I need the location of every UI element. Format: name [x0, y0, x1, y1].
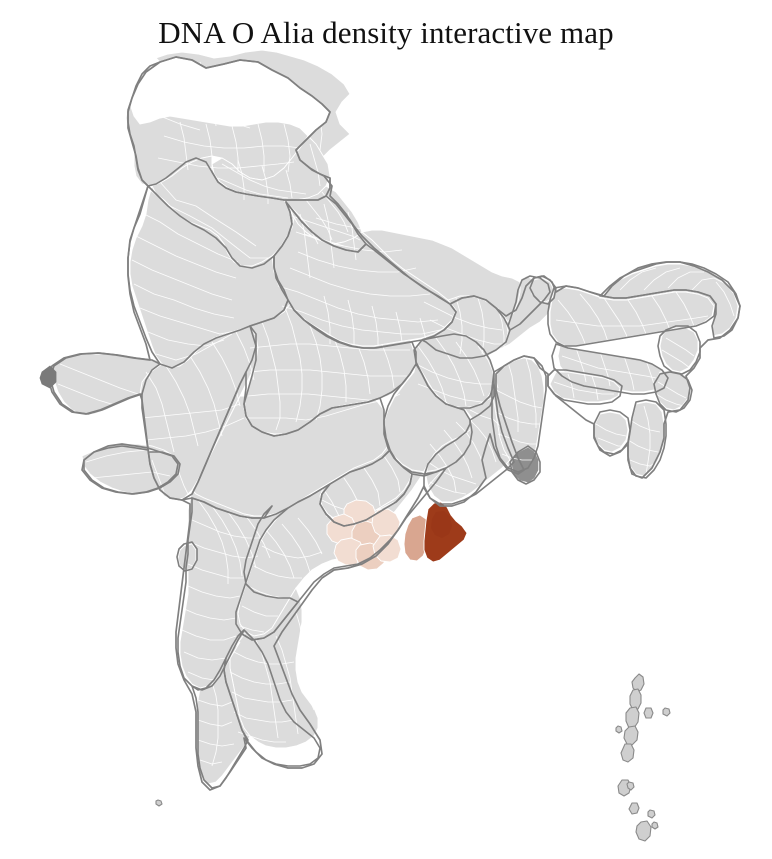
- island-andaman-east-dot[interactable]: [644, 708, 653, 718]
- region-north-filler: [360, 229, 521, 323]
- country-outline-layer: [39, 57, 740, 790]
- kutch-dark-nub: [39, 365, 57, 389]
- region-nagaland[interactable]: [659, 327, 699, 373]
- island-south-andaman[interactable]: [624, 726, 638, 745]
- island-nicobar-dot-2[interactable]: [648, 810, 655, 818]
- island-little-andaman[interactable]: [621, 744, 634, 762]
- island-lakshadweep-dot[interactable]: [156, 800, 162, 806]
- district-boundary-layer: [57, 59, 735, 767]
- island-north-andaman[interactable]: [632, 674, 644, 692]
- island-small-dot-1[interactable]: [663, 708, 670, 716]
- highlight-inland-cluster-g[interactable]: [372, 534, 402, 563]
- island-small-dot-2[interactable]: [616, 726, 622, 733]
- andaman-nicobar-islands[interactable]: [156, 674, 670, 841]
- island-andaman-ridge-1[interactable]: [630, 689, 641, 710]
- highlight-coastal-district-dark-core[interactable]: [431, 511, 452, 538]
- island-nicobar-mid[interactable]: [629, 803, 639, 814]
- page-title: DNA O Alia density interactive map: [158, 15, 614, 50]
- island-middle-andaman[interactable]: [626, 707, 639, 728]
- island-great-nicobar[interactable]: [636, 821, 651, 841]
- region-arunachal-pradesh[interactable]: [598, 263, 739, 337]
- island-nicobar-dot-1[interactable]: [627, 782, 634, 790]
- island-nicobar-dot-3[interactable]: [652, 822, 658, 829]
- choropleth-highlight-layer[interactable]: [326, 499, 468, 571]
